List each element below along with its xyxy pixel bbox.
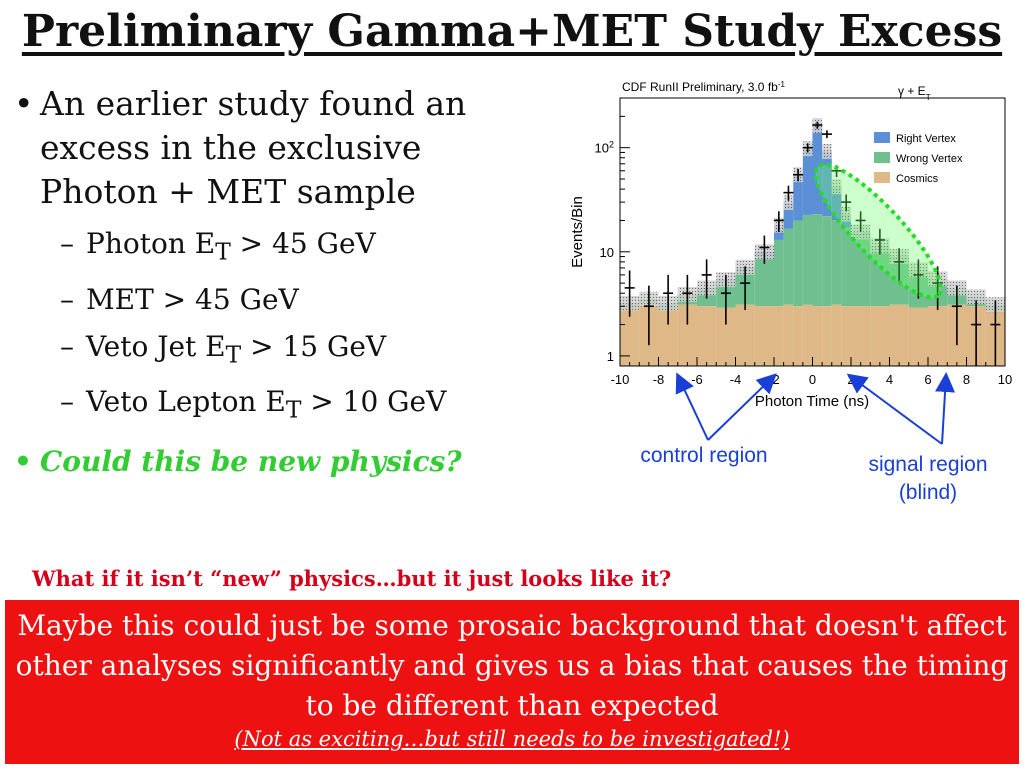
x-tick-label: 6 — [924, 372, 931, 387]
bullet-list: • An earlier study found an excess in th… — [14, 82, 534, 482]
bar-cosmics — [812, 306, 823, 366]
legend-swatch-wrong-vertex — [874, 152, 890, 163]
legend: Right Vertex Wrong Vertex Cosmics — [874, 132, 963, 185]
sub-bullet-item: – Veto Jet ET > 15 GeV — [60, 329, 387, 369]
bar-cosmics — [802, 304, 813, 366]
channel-label: γ + ET — [898, 84, 931, 102]
signal-arrow-left — [846, 373, 943, 445]
x-tick-label: -4 — [730, 372, 742, 387]
legend-label: Cosmics — [896, 173, 939, 185]
bar-cosmics — [658, 309, 678, 366]
control-arrow-right — [707, 373, 777, 441]
bullet-item: • An earlier study found an excess in th… — [14, 82, 534, 214]
x-tick-label: -8 — [653, 372, 665, 387]
bar-cosmics — [889, 304, 909, 366]
bar-cosmics — [774, 306, 784, 366]
bar-cosmics — [754, 306, 774, 366]
bar-cosmics — [793, 306, 803, 366]
bar-cosmics — [783, 304, 794, 366]
bar-cosmics — [822, 306, 832, 366]
legend-label: Wrong Vertex — [896, 153, 963, 165]
bar-wrong-vertex — [754, 257, 774, 307]
error-band-segment — [783, 195, 794, 211]
signal-excess-highlight — [813, 162, 943, 300]
error-band-segment — [966, 289, 986, 305]
bullet-item-highlight: • Could this be new physics? — [14, 442, 534, 482]
bar-cosmics — [928, 306, 948, 366]
x-axis-label: Photon Time (ns) — [755, 393, 869, 410]
control-arrow-left — [675, 372, 709, 441]
bar-wrong-vertex — [783, 228, 794, 305]
bar-wrong-vertex — [822, 216, 832, 307]
bar-wrong-vertex — [831, 220, 842, 305]
signal-arrow-right — [935, 372, 956, 445]
bullet-text: Could this be new physics? — [40, 444, 462, 478]
bar-wrong-vertex — [793, 220, 803, 307]
bar-right-vertex — [793, 174, 803, 221]
bullet-text: An earlier study found an excess in the … — [40, 84, 467, 211]
signal-region-label-line1: signal region — [868, 453, 987, 476]
red-callout-box: Maybe this could just be some prosaic ba… — [5, 600, 1019, 764]
bullet-dot: • — [14, 84, 34, 123]
error-band-segment — [822, 143, 832, 159]
region-annotations: control region signal region (blind) — [640, 372, 988, 504]
sub-bullet-item: – MET > 45 GeV — [60, 282, 299, 316]
sub-bullet-item: – Photon ET > 45 GeV — [60, 227, 376, 266]
y-tick-label: 1 — [607, 349, 614, 364]
x-tick-label: -10 — [611, 372, 630, 387]
bar-cosmics — [677, 304, 697, 366]
sub-bullet-list: – Photon ET > 45 GeV – MET > 45 GeV – Ve… — [60, 220, 534, 434]
x-tick-label: 8 — [963, 372, 970, 387]
y-tick-label: 10 — [600, 245, 614, 260]
slide-title: Preliminary Gamma+MET Study Excess — [21, 6, 1003, 57]
bar-wrong-vertex — [802, 214, 813, 305]
bar-wrong-vertex — [774, 239, 784, 307]
error-band-segment — [831, 179, 842, 195]
callout-note: (Not as exciting…but still needs to be i… — [234, 727, 790, 751]
legend-swatch-right-vertex — [874, 132, 890, 143]
bar-cosmics — [841, 306, 851, 366]
y-tick-label: 102 — [595, 140, 614, 156]
bar-right-vertex — [822, 151, 832, 217]
bar-wrong-vertex — [851, 236, 871, 307]
bar-right-vertex — [831, 186, 842, 221]
y-axis-label: Events/Bin — [569, 196, 586, 268]
question-text: What if it isn’t “new” physics…but it ju… — [32, 566, 672, 591]
bar-cosmics — [620, 306, 640, 366]
bar-cosmics — [851, 306, 871, 366]
error-band-segment — [851, 224, 871, 240]
chart-title: CDF RunII Preliminary, 3.0 fb-1 — [622, 80, 785, 95]
legend-swatch-cosmics — [874, 172, 890, 183]
bar-cosmics — [735, 304, 755, 366]
x-tick-label: -6 — [691, 372, 703, 387]
x-tick-label: 0 — [809, 372, 816, 387]
signal-region-label-line2: (blind) — [899, 481, 957, 504]
error-band-segment — [841, 206, 851, 222]
legend-label: Right Vertex — [896, 133, 956, 145]
bar-cosmics — [697, 306, 717, 366]
x-tick-label: 10 — [998, 372, 1012, 387]
bar-wrong-vertex — [841, 227, 851, 307]
bar-wrong-vertex — [812, 214, 823, 307]
bar-cosmics — [831, 304, 842, 366]
timing-plot: -10 -8 -6 -4 -2 0 2 4 6 8 10 1 10 102 CDF RunII Preli… — [560, 78, 1024, 508]
bullet-dot: • — [14, 444, 32, 478]
data-points — [624, 121, 1001, 366]
bar-right-vertex — [783, 202, 794, 229]
sub-bullet-item: – Veto Lepton ET > 10 GeV — [60, 385, 447, 424]
bar-cosmics — [908, 307, 928, 366]
callout-text: Maybe this could just be some prosaic ba… — [15, 609, 1009, 722]
bar-right-vertex — [802, 148, 813, 215]
control-region-label: control region — [640, 444, 767, 467]
bar-cosmics — [716, 307, 736, 366]
x-tick-label: 4 — [886, 372, 893, 387]
bar-cosmics — [870, 306, 890, 366]
